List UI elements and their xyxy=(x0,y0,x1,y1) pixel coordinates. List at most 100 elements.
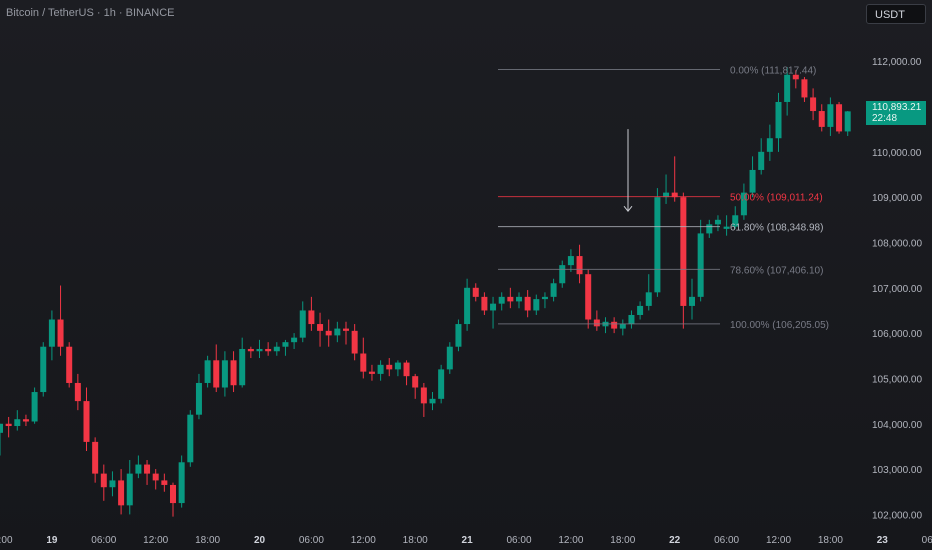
candle-body xyxy=(498,296,505,304)
fib-level[interactable]: 78.60% (107,406.10) xyxy=(498,265,823,276)
fib-level[interactable]: 61.80% (108,348.98) xyxy=(498,223,823,234)
candle xyxy=(74,373,81,411)
candle-body xyxy=(585,274,592,320)
candle-body xyxy=(161,480,168,485)
candle xyxy=(213,344,220,393)
candle xyxy=(671,156,678,202)
candle xyxy=(230,351,237,393)
candle-body xyxy=(827,104,834,127)
candle xyxy=(680,192,687,329)
time-tick-label: 06:00 xyxy=(91,535,116,546)
arrow-head xyxy=(623,205,633,212)
candle-body xyxy=(14,419,21,427)
candle-body xyxy=(291,337,298,343)
fib-level[interactable]: 0.00% (111,817.44) xyxy=(498,65,816,76)
candle-body xyxy=(83,401,90,442)
candle-body xyxy=(351,330,358,354)
candle-body xyxy=(31,392,38,422)
candle xyxy=(386,358,393,377)
candle xyxy=(438,364,445,404)
fib-level-label: 100.00% (106,205.05) xyxy=(730,320,829,331)
candle xyxy=(195,373,202,420)
candle-body xyxy=(680,197,687,306)
candle xyxy=(334,321,341,343)
time-tick-label: 06:00 xyxy=(299,535,324,546)
candle-body xyxy=(654,197,661,293)
candle-body xyxy=(0,423,3,433)
time-tick-label: 06:00 xyxy=(506,535,531,546)
candle xyxy=(775,92,782,152)
candle xyxy=(265,342,272,356)
candle xyxy=(481,292,488,315)
candle-body xyxy=(334,328,341,336)
candle-body xyxy=(472,287,479,297)
time-tick-label: 23 xyxy=(877,535,889,546)
candle-body xyxy=(801,79,808,98)
candle-body xyxy=(766,138,773,152)
candle xyxy=(740,183,747,220)
candle xyxy=(291,333,298,349)
candle xyxy=(749,156,756,198)
candle-body xyxy=(386,364,393,370)
candle-body xyxy=(48,319,55,347)
candle-body xyxy=(403,362,410,377)
candle-body xyxy=(299,310,306,338)
candle xyxy=(14,410,21,431)
candle xyxy=(611,317,618,334)
candle xyxy=(706,219,713,238)
candle-body xyxy=(533,299,540,311)
candle xyxy=(550,278,557,302)
candle xyxy=(66,342,73,388)
candle-body xyxy=(836,104,843,132)
candle xyxy=(472,283,479,302)
time-tick-label: 18:00 xyxy=(818,535,843,546)
time-axis[interactable]: 18:00 19 06:00 12:00 18:00 20 06:00 12:00 18:00 2… xyxy=(0,535,932,546)
fib-retracement[interactable]: 0.00% (111,817.44) 50.00% (109,011.24) 61.… xyxy=(498,65,829,331)
candle-body xyxy=(420,387,427,404)
candle-body xyxy=(645,292,652,306)
time-tick-label: 22 xyxy=(669,535,681,546)
candle-body xyxy=(550,283,557,297)
candle xyxy=(792,70,799,89)
candle-body xyxy=(360,353,367,372)
currency-button[interactable]: USDT xyxy=(866,4,926,24)
candle xyxy=(187,410,194,467)
price-tick-label: 103,000.00 xyxy=(872,465,922,476)
candle-body xyxy=(507,296,514,302)
time-tick-label: 20 xyxy=(254,535,266,546)
candle xyxy=(377,360,384,381)
candle-body xyxy=(516,296,522,302)
candle-body xyxy=(74,382,81,402)
fib-level[interactable]: 100.00% (106,205.05) xyxy=(498,320,829,331)
price-tick-label: 110,000.00 xyxy=(872,148,922,159)
candle-body xyxy=(308,310,315,325)
projection-arrow[interactable] xyxy=(623,129,633,212)
candle-body xyxy=(784,74,791,102)
candle xyxy=(766,124,773,161)
time-tick-label: 12:00 xyxy=(143,535,168,546)
time-tick-label: 06:00 xyxy=(922,535,932,546)
fib-level[interactable]: 50.00% (109,011.24) xyxy=(498,193,823,204)
candle xyxy=(464,278,471,331)
candle xyxy=(273,342,280,356)
time-tick-label: 18:00 xyxy=(0,535,13,546)
candle-body xyxy=(265,348,272,352)
candle xyxy=(325,319,332,347)
candle-body xyxy=(481,296,488,311)
candle xyxy=(602,317,609,334)
candle xyxy=(628,310,635,329)
price-tick-label: 104,000.00 xyxy=(872,420,922,431)
candle xyxy=(567,249,574,272)
price-axis[interactable]: 102,000.00 103,000.00 104,000.00 105,000.00… xyxy=(872,57,922,521)
time-tick-label: 06:00 xyxy=(714,535,739,546)
time-tick-label: 18:00 xyxy=(610,535,635,546)
candle-body xyxy=(135,464,142,474)
candle-body xyxy=(170,484,176,504)
candle xyxy=(455,319,462,352)
candle xyxy=(239,337,246,388)
fib-level-label: 0.00% (111,817.44) xyxy=(730,65,816,76)
last-price: 110,893.21 xyxy=(872,102,922,113)
candle xyxy=(593,310,600,331)
candle-body xyxy=(810,97,817,112)
